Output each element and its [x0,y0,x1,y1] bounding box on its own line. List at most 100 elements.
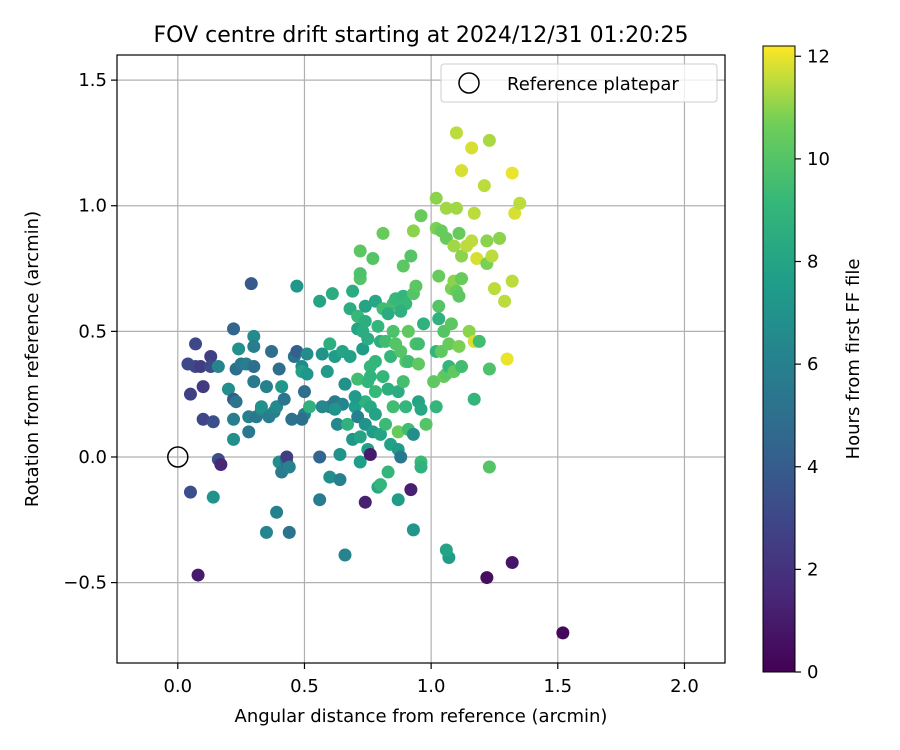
legend: Reference platepar [440,63,718,103]
colorbar-tick-label: 8 [807,252,818,273]
data-point [371,319,385,333]
legend-label-reference: Reference platepar [507,74,679,95]
data-point [505,274,519,288]
y-tick-label: 0.0 [78,447,107,468]
data-point [343,349,357,363]
data-point [323,470,337,484]
y-tick-label: 1.0 [78,196,107,217]
y-tick-label: 1.5 [78,70,107,91]
data-point [480,571,494,585]
data-point [386,400,400,414]
data-point [452,226,466,240]
data-point [455,249,469,263]
data-point [462,324,476,338]
data-point [455,272,469,286]
data-point [353,244,367,258]
data-point [196,412,210,426]
colorbar-tick-label: 2 [807,559,818,580]
data-point [353,430,367,444]
data-point [427,375,441,389]
x-tick-label: 1.0 [417,676,446,697]
y-tick-label: 0.5 [78,321,107,342]
data-point [406,224,420,238]
data-point [429,191,443,205]
data-point [244,277,258,291]
data-point [439,201,453,215]
data-point [183,387,197,401]
data-point [366,252,380,266]
data-point [368,407,382,421]
data-point [406,427,420,441]
data-point [356,342,370,356]
data-point [391,425,405,439]
data-point [277,392,291,406]
x-tick-label: 2.0 [670,676,699,697]
data-point [513,196,527,210]
data-point [465,234,479,248]
data-point [432,299,446,313]
data-point [505,166,519,180]
data-point [487,282,501,296]
data-point [227,432,241,446]
data-point [303,400,317,414]
data-point [358,299,372,313]
data-point [206,490,220,504]
data-point [470,252,484,266]
data-point [417,317,431,331]
data-point [290,344,304,358]
data-point [432,312,446,326]
data-point [300,367,314,381]
data-point [439,543,453,557]
legend-marker-reference-icon [458,72,480,94]
data-point [386,324,400,338]
legend-box [440,63,718,103]
plot-frame [116,54,726,664]
colorbar-tick-label: 4 [807,457,818,478]
data-point [381,307,395,321]
colorbar-tick-label: 6 [807,354,818,375]
reference-platepar-marker [167,446,189,468]
data-point [414,460,428,474]
data-point [290,279,304,293]
data-point [381,382,395,396]
data-point [376,370,390,384]
data-point [270,505,284,519]
data-point [391,385,405,399]
data-point [401,355,415,369]
data-point [455,360,469,374]
data-point [363,447,377,461]
colorbar-gradient [762,45,796,673]
data-point [394,344,408,358]
data-point [498,294,512,308]
data-point [376,226,390,240]
data-point [361,332,375,346]
data-point [368,385,382,399]
data-point [341,417,355,431]
colorbar-tick-label: 12 [807,46,830,67]
data-point [282,525,296,539]
data-point [472,334,486,348]
data-point [482,460,496,474]
data-point [338,548,352,562]
data-point [328,402,342,416]
data-point [455,164,469,178]
data-point [282,460,296,474]
data-point [368,355,382,369]
data-point [204,349,218,363]
data-point [254,400,268,414]
data-point [429,400,443,414]
data-point [409,279,423,293]
data-point [313,450,327,464]
data-point [404,249,418,263]
data-point [358,495,372,509]
data-point [379,334,393,348]
axis-ticks: 0.0 0.5 1.0 1.5 2.0 −0.5 0.0 0.5 1.0 1.5 [63,70,699,697]
data-point [214,458,228,472]
data-point [442,337,456,351]
data-point [363,370,377,384]
data-point [247,339,261,353]
data-point [259,525,273,539]
data-point [485,249,499,263]
data-point [493,231,507,245]
data-point [189,337,203,351]
